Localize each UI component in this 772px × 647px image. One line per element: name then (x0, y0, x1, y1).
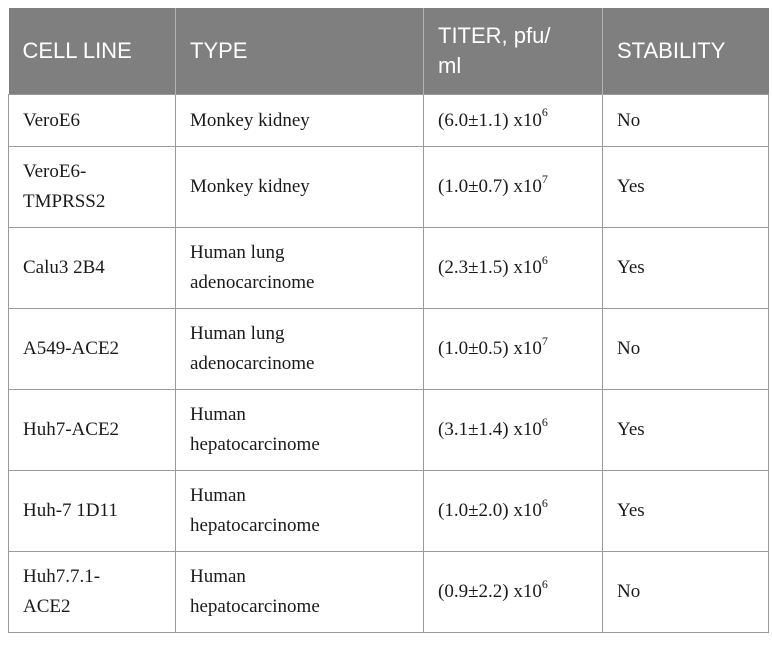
cell-line-cell: Calu3 2B4 (8, 227, 176, 309)
cell-line-cell: VeroE6- TMPRSS2 (8, 146, 176, 228)
stability-cell: No (602, 308, 769, 390)
titer-exponent: 6 (541, 414, 548, 429)
type-text: adenocarcinome (190, 272, 315, 293)
type-cell: Human hepatocarcinome (175, 389, 424, 471)
header-titer-line2: ml (438, 53, 462, 78)
type-text: Human lung (190, 242, 285, 263)
titer-cell: (1.0±0.5) x107 (423, 308, 603, 390)
titer-cell: (1.0±2.0) x106 (423, 470, 603, 552)
type-cell: Monkey kidney (175, 94, 424, 147)
titer-base: (1.0±0.5) x10 (438, 338, 542, 359)
titer-base: (3.1±1.4) x10 (438, 419, 542, 440)
titer-base: (1.0±0.7) x10 (438, 176, 542, 197)
cell-line-text: VeroE6 (23, 109, 80, 131)
table-row: Huh7.7.1- ACE2 Human hepatocarcinome (0.9±… (8, 551, 769, 633)
type-text: Human (190, 404, 246, 425)
titer-cell: (3.1±1.4) x106 (423, 389, 603, 471)
type-text: Monkey kidney (190, 176, 310, 197)
header-row: CELL LINE TYPE TITER, pfu/ml STABILITY (8, 8, 769, 95)
stability-cell: No (602, 551, 769, 633)
table-row: VeroE6- TMPRSS2 Monkey kidney (1.0±0.7) x… (8, 146, 769, 228)
titer-exponent: 7 (541, 333, 548, 348)
titer-exponent: 6 (541, 105, 548, 120)
stability-cell: No (602, 94, 769, 147)
titer-cell: (1.0±0.7) x107 (423, 146, 603, 228)
table-header: CELL LINE TYPE TITER, pfu/ml STABILITY (8, 8, 769, 95)
header-stability: STABILITY (602, 8, 769, 95)
cell-line-cell: Huh-7 1D11 (8, 470, 176, 552)
cell-line-text: Huh7-ACE2 (23, 419, 120, 440)
type-text: Monkey kidney (190, 109, 310, 131)
titer-exponent: 6 (541, 576, 548, 591)
titer-exponent: 6 (541, 252, 548, 267)
cell-line-cell: Huh7-ACE2 (8, 389, 176, 471)
stability-cell: Yes (602, 146, 769, 228)
type-text: hepatocarcinome (190, 434, 320, 455)
type-text: Human (190, 566, 246, 587)
cell-line-cell: Huh7.7.1- ACE2 (8, 551, 176, 633)
table-row: Huh7-ACE2 Human hepatocarcinome (3.1±1.4)… (8, 389, 769, 471)
cell-line-text: Huh-7 1D11 (23, 500, 118, 521)
cell-line-text: Calu3 2B4 (23, 257, 105, 278)
header-titer: TITER, pfu/ml (423, 8, 603, 95)
table-row: Calu3 2B4 Human lung adenocarcinome (2.3±… (8, 227, 769, 309)
type-text: adenocarcinome (190, 353, 315, 374)
type-cell: Monkey kidney (175, 146, 424, 228)
cell-line-text: A549-ACE2 (23, 338, 120, 359)
type-text: hepatocarcinome (190, 596, 320, 617)
cell-line-text: ACE2 (23, 596, 71, 617)
table-row: VeroE6 Monkey kidney (6.0±1.1) x106 No (8, 94, 769, 147)
header-cell-line: CELL LINE (8, 8, 176, 95)
cell-line-text: TMPRSS2 (23, 191, 106, 212)
header-type: TYPE (175, 8, 424, 95)
cell-line-cell: VeroE6 (8, 94, 176, 147)
titer-cell: (2.3±1.5) x106 (423, 227, 603, 309)
type-text: hepatocarcinome (190, 515, 320, 536)
table-row: A549-ACE2 Human lung adenocarcinome (1.0±… (8, 308, 769, 390)
type-cell: Human hepatocarcinome (175, 551, 424, 633)
titer-exponent: 7 (541, 171, 548, 186)
cell-line-cell: A549-ACE2 (8, 308, 176, 390)
type-cell: Human lung adenocarcinome (175, 308, 424, 390)
type-cell: Human lung adenocarcinome (175, 227, 424, 309)
titer-base: (6.0±1.1) x10 (438, 109, 542, 131)
table-body: VeroE6 Monkey kidney (6.0±1.1) x106 No V… (8, 94, 769, 633)
titer-base: (2.3±1.5) x10 (438, 257, 542, 278)
type-cell: Human hepatocarcinome (175, 470, 424, 552)
titer-cell: (0.9±2.2) x106 (423, 551, 603, 633)
titer-exponent: 6 (541, 495, 548, 510)
cell-line-text: Huh7.7.1- (23, 566, 101, 587)
stability-cell: Yes (602, 227, 769, 309)
stability-cell: Yes (602, 389, 769, 471)
titer-base: (0.9±2.2) x10 (438, 581, 542, 602)
type-text: Human lung (190, 323, 285, 344)
cell-line-text: VeroE6- (23, 161, 87, 182)
titer-base: (1.0±2.0) x10 (438, 500, 542, 521)
cell-line-table: CELL LINE TYPE TITER, pfu/ml STABILITY V… (8, 8, 769, 633)
stability-cell: Yes (602, 470, 769, 552)
titer-cell: (6.0±1.1) x106 (423, 94, 603, 147)
type-text: Human (190, 485, 246, 506)
header-titer-line1: TITER, pfu/ (438, 23, 551, 48)
table-row: Huh-7 1D11 Human hepatocarcinome (1.0±2.0… (8, 470, 769, 552)
